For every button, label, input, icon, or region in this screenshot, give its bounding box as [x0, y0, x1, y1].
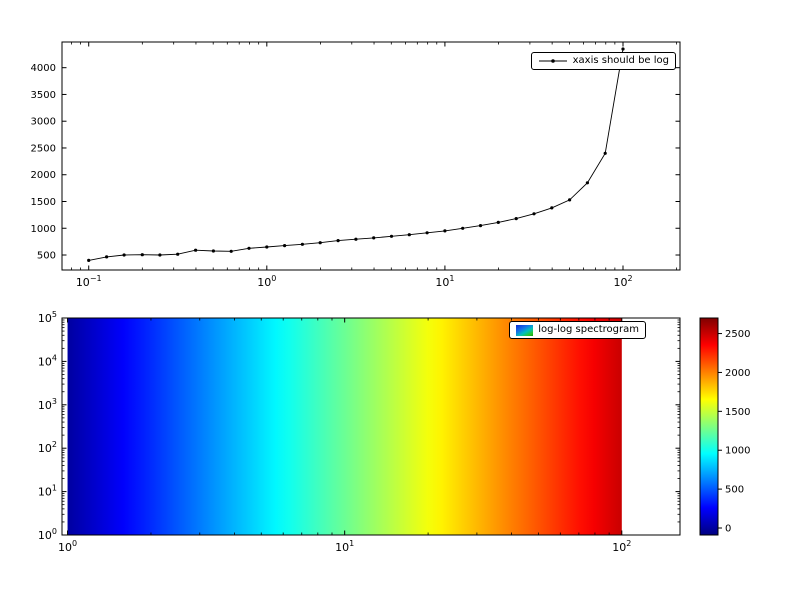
legend-top: xaxis should be log: [530, 52, 676, 70]
svg-text:103: 103: [38, 397, 57, 412]
svg-text:1500: 1500: [725, 407, 750, 418]
svg-text:1000: 1000: [31, 224, 56, 235]
top-line-chart: 10−1 100 101 102 500 1000 1500 2000 2500 3000 3500…: [31, 41, 681, 289]
svg-text:1000: 1000: [725, 446, 750, 457]
line-marker-icon: [538, 59, 567, 63]
svg-text:2000: 2000: [725, 368, 750, 379]
svg-text:2500: 2500: [725, 329, 750, 340]
svg-text:102: 102: [38, 440, 57, 455]
svg-text:101: 101: [435, 274, 454, 289]
svg-text:100: 100: [38, 527, 57, 542]
legend-top-label: xaxis should be log: [572, 55, 669, 66]
svg-text:102: 102: [612, 539, 631, 554]
legend-bottom-label: log-log spectrogram: [538, 324, 639, 335]
svg-text:3500: 3500: [31, 90, 56, 101]
svg-text:3000: 3000: [31, 117, 56, 128]
svg-text:100: 100: [58, 539, 77, 554]
svg-text:2500: 2500: [31, 143, 56, 154]
svg-text:105: 105: [38, 310, 57, 325]
svg-text:101: 101: [335, 539, 354, 554]
svg-text:2000: 2000: [31, 170, 56, 181]
legend-bottom: log-log spectrogram: [509, 321, 646, 339]
svg-text:500: 500: [725, 485, 744, 496]
svg-text:1500: 1500: [31, 197, 56, 208]
svg-text:500: 500: [37, 251, 56, 262]
svg-text:4000: 4000: [31, 63, 56, 74]
svg-text:0: 0: [725, 524, 731, 535]
svg-text:104: 104: [38, 353, 57, 368]
spectrogram-chart: 100 101 102 100 101 102 103 104 105: [38, 310, 681, 554]
svg-text:101: 101: [38, 484, 57, 499]
svg-text:10−1: 10−1: [76, 274, 102, 289]
svg-text:102: 102: [613, 274, 632, 289]
colorbar: 0 500 1000 1500 2000 2500: [699, 317, 750, 536]
spectrogram-swatch-icon: [516, 324, 534, 336]
svg-text:100: 100: [257, 274, 276, 289]
